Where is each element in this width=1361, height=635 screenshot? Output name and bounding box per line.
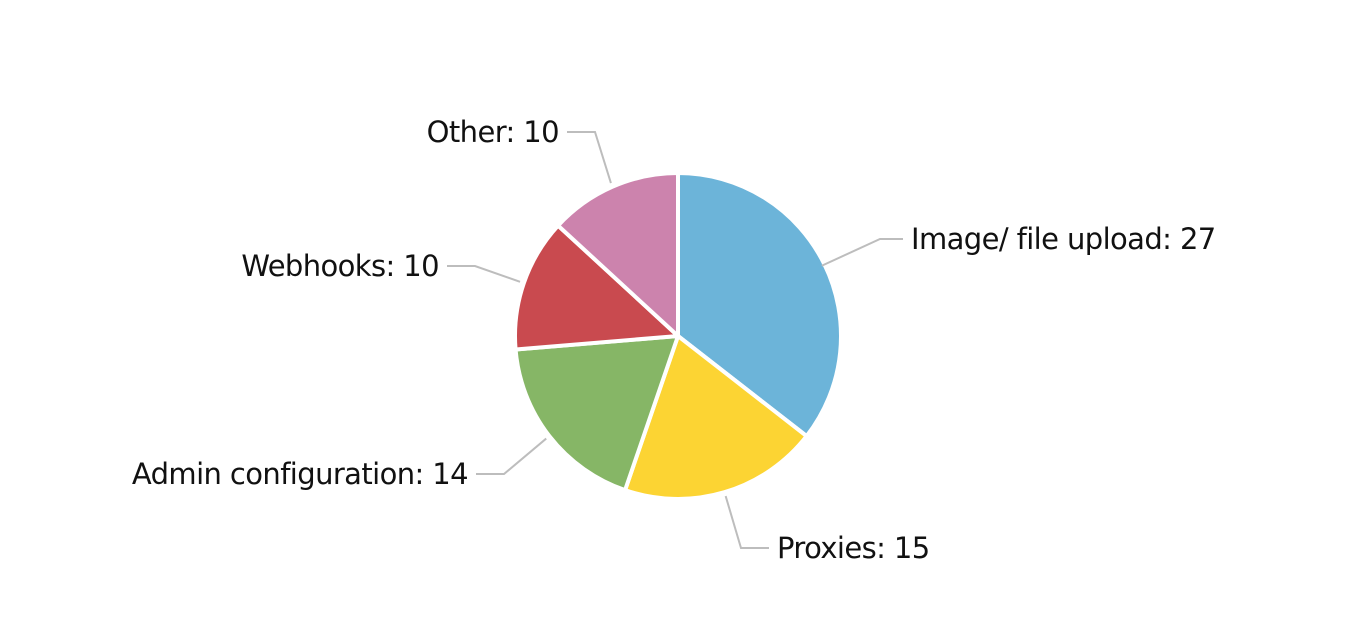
slices-layer: [513, 171, 843, 501]
leader-line-image-file-upload: [821, 238, 903, 267]
leader-line-proxies: [724, 495, 769, 549]
pie-slice-proxies[interactable]: [623, 334, 809, 501]
slice-label-other: Other: 10: [427, 115, 559, 149]
slice-label-admin-configuration: Admin configuration: 14: [132, 457, 468, 491]
pie-slice-admin-configuration[interactable]: [513, 334, 680, 493]
leader-line-admin-configuration: [476, 437, 547, 475]
leader-line-webhooks: [447, 265, 521, 283]
slice-label-proxies: Proxies: 15: [777, 531, 930, 565]
leader-lines-layer: [447, 131, 903, 549]
pie-slice-other[interactable]: [556, 171, 680, 338]
pie-slice-webhooks[interactable]: [513, 223, 680, 352]
slice-label-webhooks: Webhooks: 10: [241, 249, 439, 283]
leader-line-other: [567, 131, 612, 184]
slice-label-image-file-upload: Image/ file upload: 27: [911, 222, 1216, 256]
labels-layer: Image/ file upload: 27 Proxies: 15 Admin c…: [132, 115, 1216, 565]
